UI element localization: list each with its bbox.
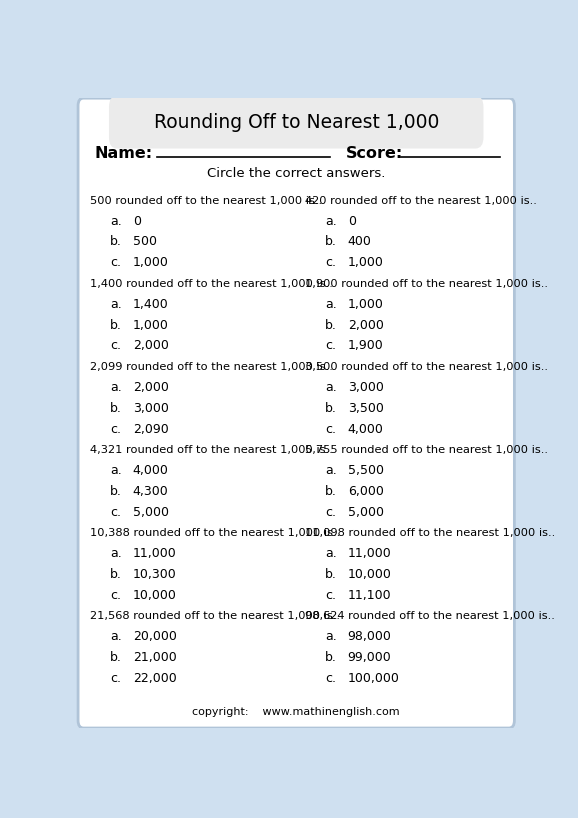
Text: Score:: Score: [346, 146, 403, 161]
Text: 1,400 rounded off to the nearest 1,000 is..: 1,400 rounded off to the nearest 1,000 i… [90, 279, 333, 289]
Text: 11,100: 11,100 [348, 589, 391, 602]
Text: 420 rounded off to the nearest 1,000 is..: 420 rounded off to the nearest 1,000 is.… [305, 196, 537, 206]
Text: c.: c. [325, 339, 336, 353]
Text: a.: a. [325, 298, 337, 311]
Text: 400: 400 [348, 236, 372, 249]
Text: b.: b. [110, 402, 122, 415]
Text: 1,900 rounded off to the nearest 1,000 is..: 1,900 rounded off to the nearest 1,000 i… [305, 279, 548, 289]
FancyBboxPatch shape [78, 98, 514, 728]
Text: a.: a. [325, 214, 337, 227]
Text: b.: b. [110, 651, 122, 664]
Text: c.: c. [110, 256, 121, 269]
Text: 21,000: 21,000 [133, 651, 176, 664]
Text: 3,500: 3,500 [348, 402, 384, 415]
Text: 10,388 rounded off to the nearest 1,000 is..: 10,388 rounded off to the nearest 1,000 … [90, 528, 340, 538]
Text: Name:: Name: [95, 146, 153, 161]
Text: 10,300: 10,300 [133, 568, 176, 581]
Text: 3,500 rounded off to the nearest 1,000 is..: 3,500 rounded off to the nearest 1,000 i… [305, 362, 548, 372]
Text: a.: a. [110, 214, 122, 227]
Text: 98,000: 98,000 [348, 631, 392, 644]
Text: 21,568 rounded off to the nearest 1,000 is..: 21,568 rounded off to the nearest 1,000 … [90, 612, 340, 622]
Text: 3,000: 3,000 [348, 381, 384, 394]
Text: 0: 0 [348, 214, 355, 227]
Text: b.: b. [325, 402, 337, 415]
Text: 1,000: 1,000 [348, 298, 384, 311]
Text: 11,000: 11,000 [348, 547, 391, 560]
Text: 5,000: 5,000 [133, 506, 169, 519]
Text: a.: a. [110, 547, 122, 560]
Text: c.: c. [325, 506, 336, 519]
Text: 2,000: 2,000 [133, 381, 169, 394]
Text: a.: a. [325, 547, 337, 560]
Text: b.: b. [325, 319, 337, 331]
Text: 500: 500 [133, 236, 157, 249]
Text: 2,099 rounded off to the nearest 1,000 is..: 2,099 rounded off to the nearest 1,000 i… [90, 362, 333, 372]
Text: 98,624 rounded off to the nearest 1,000 is..: 98,624 rounded off to the nearest 1,000 … [305, 612, 555, 622]
Text: c.: c. [110, 339, 121, 353]
Text: 1,400: 1,400 [133, 298, 168, 311]
Text: 4,300: 4,300 [133, 485, 168, 498]
Text: b.: b. [110, 319, 122, 331]
Text: 5,500: 5,500 [348, 464, 384, 477]
Text: a.: a. [325, 381, 337, 394]
Text: b.: b. [110, 568, 122, 581]
Text: 11,098 rounded off to the nearest 1,000 is..: 11,098 rounded off to the nearest 1,000 … [305, 528, 555, 538]
Text: c.: c. [110, 423, 121, 435]
Text: c.: c. [325, 423, 336, 435]
Text: copyright:    www.mathinenglish.com: copyright: www.mathinenglish.com [192, 708, 400, 717]
Text: 5,000: 5,000 [348, 506, 384, 519]
Text: 1,900: 1,900 [348, 339, 383, 353]
Text: Rounding Off to Nearest 1,000: Rounding Off to Nearest 1,000 [154, 113, 439, 132]
Text: 99,000: 99,000 [348, 651, 391, 664]
Text: 2,000: 2,000 [133, 339, 169, 353]
Text: a.: a. [110, 298, 122, 311]
FancyBboxPatch shape [109, 96, 483, 149]
Text: Circle the correct answers.: Circle the correct answers. [207, 167, 386, 180]
Text: a.: a. [325, 631, 337, 644]
Text: 4,000: 4,000 [133, 464, 169, 477]
Text: a.: a. [325, 464, 337, 477]
Text: 4,000: 4,000 [348, 423, 384, 435]
Text: 2,090: 2,090 [133, 423, 168, 435]
Text: 1,000: 1,000 [133, 319, 169, 331]
Text: c.: c. [325, 256, 336, 269]
Text: 20,000: 20,000 [133, 631, 177, 644]
Text: 6,000: 6,000 [348, 485, 384, 498]
Text: 100,000: 100,000 [348, 672, 399, 685]
Text: c.: c. [325, 672, 336, 685]
Text: 10,000: 10,000 [133, 589, 177, 602]
Text: b.: b. [325, 236, 337, 249]
Text: c.: c. [110, 589, 121, 602]
Text: b.: b. [110, 236, 122, 249]
Text: c.: c. [110, 672, 121, 685]
Text: c.: c. [325, 589, 336, 602]
Text: 4,321 rounded off to the nearest 1,000 is..: 4,321 rounded off to the nearest 1,000 i… [90, 445, 333, 455]
Text: 11,000: 11,000 [133, 547, 176, 560]
Text: 1,000: 1,000 [348, 256, 384, 269]
Text: 1,000: 1,000 [133, 256, 169, 269]
Text: a.: a. [110, 631, 122, 644]
Text: b.: b. [325, 568, 337, 581]
Text: a.: a. [110, 464, 122, 477]
Text: b.: b. [325, 485, 337, 498]
Text: 0: 0 [133, 214, 140, 227]
Text: 5,755 rounded off to the nearest 1,000 is..: 5,755 rounded off to the nearest 1,000 i… [305, 445, 548, 455]
Text: 10,000: 10,000 [348, 568, 392, 581]
Text: 500 rounded off to the nearest 1,000 is..: 500 rounded off to the nearest 1,000 is.… [90, 196, 323, 206]
Text: 22,000: 22,000 [133, 672, 176, 685]
Text: 3,000: 3,000 [133, 402, 169, 415]
Text: c.: c. [110, 506, 121, 519]
Text: b.: b. [110, 485, 122, 498]
Text: b.: b. [325, 651, 337, 664]
Text: 2,000: 2,000 [348, 319, 384, 331]
Text: a.: a. [110, 381, 122, 394]
